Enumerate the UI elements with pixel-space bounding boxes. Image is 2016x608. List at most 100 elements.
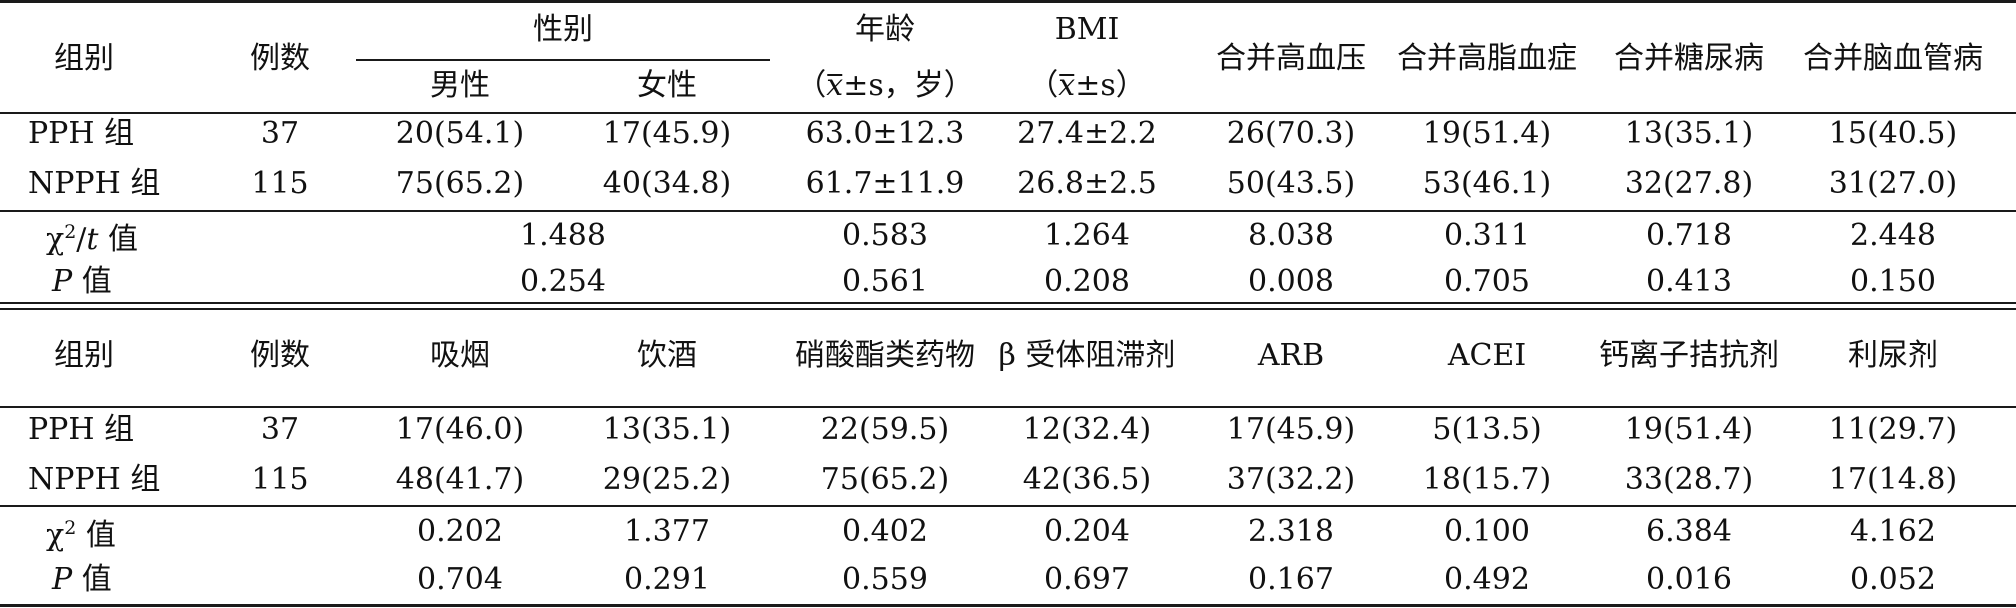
header-cerebrovascular: 合并脑血管病 xyxy=(1803,41,1983,76)
table-row-npph-male: 75(65.2) xyxy=(395,166,525,201)
t2-row-npph-diuretics: 17(14.8) xyxy=(1828,462,1958,497)
t2-header-ccb: 钙离子拮抗剂 xyxy=(1599,338,1779,373)
table1-header-rule xyxy=(0,112,2016,114)
header-age-unit: （x±s，岁） xyxy=(796,68,974,103)
t2-header-nitrates: 硝酸酯类药物 xyxy=(795,338,975,373)
table1-stats-rule xyxy=(0,210,2016,212)
table1-p-label: P 值 xyxy=(52,264,112,299)
table2-stats-rule xyxy=(0,505,2016,507)
table1-p-hypertension: 0.008 xyxy=(1248,264,1334,299)
table-row-npph-hyperlipidemia: 53(46.1) xyxy=(1422,166,1552,201)
header-age: 年龄 xyxy=(855,12,915,47)
t2-row-npph-count: 115 xyxy=(251,462,309,497)
t2-row-pph-acei: 5(13.5) xyxy=(1432,412,1542,447)
t2-row-npph-beta-blockers: 42(36.5) xyxy=(1022,462,1152,497)
t2-p-arb: 0.167 xyxy=(1248,562,1334,597)
sex-header-underline xyxy=(356,59,770,61)
table-row-npph-hypertension: 50(43.5) xyxy=(1226,166,1356,201)
t2-header-smoking: 吸烟 xyxy=(430,338,490,373)
t2-row-pph-nitrates: 22(59.5) xyxy=(820,412,950,447)
table-row-npph-age: 61.7±11.9 xyxy=(805,166,965,201)
table1-stat-cerebrovascular: 2.448 xyxy=(1850,218,1936,253)
table-row-npph-diabetes: 32(27.8) xyxy=(1624,166,1754,201)
header-male: 男性 xyxy=(430,68,490,103)
t2-header-acei: ACEI xyxy=(1447,338,1527,373)
t2-row-pph-group: PPH 组 xyxy=(28,412,135,447)
table-row-pph-bmi: 27.4±2.2 xyxy=(1017,116,1157,151)
table1-stat-sex: 1.488 xyxy=(520,218,606,253)
t2-header-group: 组别 xyxy=(54,338,114,373)
t2-row-pph-arb: 17(45.9) xyxy=(1226,412,1356,447)
t2-stat-diuretics: 4.162 xyxy=(1850,514,1936,549)
table1-stat-age: 0.583 xyxy=(842,218,928,253)
table-row-npph-cerebrovascular: 31(27.0) xyxy=(1828,166,1958,201)
table-row-pph-hypertension: 26(70.3) xyxy=(1226,116,1356,151)
t2-row-pph-beta-blockers: 12(32.4) xyxy=(1022,412,1152,447)
t2-row-pph-ccb: 19(51.4) xyxy=(1624,412,1754,447)
table-row-pph-count: 37 xyxy=(260,116,300,151)
table1-stat-hypertension: 8.038 xyxy=(1248,218,1334,253)
header-diabetes: 合并糖尿病 xyxy=(1614,41,1764,76)
table1-stat-diabetes: 0.718 xyxy=(1646,218,1732,253)
table1-stat-bmi: 1.264 xyxy=(1044,218,1130,253)
table-row-pph-cerebrovascular: 15(40.5) xyxy=(1828,116,1958,151)
t2-header-diuretics: 利尿剂 xyxy=(1848,338,1938,373)
t2-stat-arb: 2.318 xyxy=(1248,514,1334,549)
table1-p-bmi: 0.208 xyxy=(1044,264,1130,299)
table2-stat-label: χ2 值 xyxy=(46,517,116,553)
header-group: 组别 xyxy=(54,41,114,76)
t2-stat-nitrates: 0.402 xyxy=(842,514,928,549)
t2-stat-acei: 0.100 xyxy=(1444,514,1530,549)
t2-stat-drinking: 1.377 xyxy=(624,514,710,549)
t2-p-acei: 0.492 xyxy=(1444,562,1530,597)
table1-p-hyperlipidemia: 0.705 xyxy=(1444,264,1530,299)
t2-row-npph-nitrates: 75(65.2) xyxy=(820,462,950,497)
t2-p-diuretics: 0.052 xyxy=(1850,562,1936,597)
table-row-pph-hyperlipidemia: 19(51.4) xyxy=(1422,116,1552,151)
t2-row-pph-smoking: 17(46.0) xyxy=(395,412,525,447)
t2-row-npph-smoking: 48(41.7) xyxy=(395,462,525,497)
t2-row-pph-count: 37 xyxy=(260,412,300,447)
header-hypertension: 合并高血压 xyxy=(1216,41,1366,76)
t2-stat-smoking: 0.202 xyxy=(417,514,503,549)
t2-row-npph-drinking: 29(25.2) xyxy=(602,462,732,497)
table1-p-sex: 0.254 xyxy=(520,264,606,299)
t2-p-smoking: 0.704 xyxy=(417,562,503,597)
t2-p-beta-blockers: 0.697 xyxy=(1044,562,1130,597)
table1-p-diabetes: 0.413 xyxy=(1646,264,1732,299)
table-row-npph-group: NPPH 组 xyxy=(28,166,161,201)
t2-row-npph-arb: 37(32.2) xyxy=(1226,462,1356,497)
t2-p-ccb: 0.016 xyxy=(1646,562,1732,597)
table2-bottom-rule xyxy=(0,604,2016,607)
t2-header-count: 例数 xyxy=(250,338,310,373)
table-row-pph-age: 63.0±12.3 xyxy=(805,116,965,151)
table2-p-label: P 值 xyxy=(52,562,112,597)
t2-p-nitrates: 0.559 xyxy=(842,562,928,597)
t2-header-beta-blockers: β 受体阻滞剂 xyxy=(998,338,1176,373)
table2-header-rule xyxy=(0,406,2016,408)
table1-top-rule xyxy=(0,0,2016,3)
table1-stat-label: χ2/t 值 xyxy=(46,221,138,257)
table-row-npph-count: 115 xyxy=(251,166,309,201)
table-row-npph-bmi: 26.8±2.5 xyxy=(1017,166,1157,201)
t2-row-npph-group: NPPH 组 xyxy=(28,462,161,497)
table1-stat-hyperlipidemia: 0.311 xyxy=(1444,218,1530,253)
t2-row-npph-ccb: 33(28.7) xyxy=(1624,462,1754,497)
table-separator-rule-1 xyxy=(0,302,2016,304)
table-row-pph-male: 20(54.1) xyxy=(395,116,525,151)
header-hyperlipidemia: 合并高脂血症 xyxy=(1397,41,1577,76)
table1-p-age: 0.561 xyxy=(842,264,928,299)
header-count: 例数 xyxy=(250,41,310,76)
header-bmi: BMI xyxy=(1054,12,1120,47)
t2-stat-ccb: 6.384 xyxy=(1646,514,1732,549)
t2-header-arb: ARB xyxy=(1257,338,1325,373)
table-row-pph-diabetes: 13(35.1) xyxy=(1624,116,1754,151)
t2-row-npph-acei: 18(15.7) xyxy=(1422,462,1552,497)
header-sex: 性别 xyxy=(533,12,593,47)
header-bmi-unit: （x±s） xyxy=(1028,68,1146,103)
table-row-npph-female: 40(34.8) xyxy=(602,166,732,201)
table-row-pph-group: PPH 组 xyxy=(28,116,135,151)
t2-header-drinking: 饮酒 xyxy=(637,338,697,373)
table-separator-rule-2 xyxy=(0,308,2016,310)
